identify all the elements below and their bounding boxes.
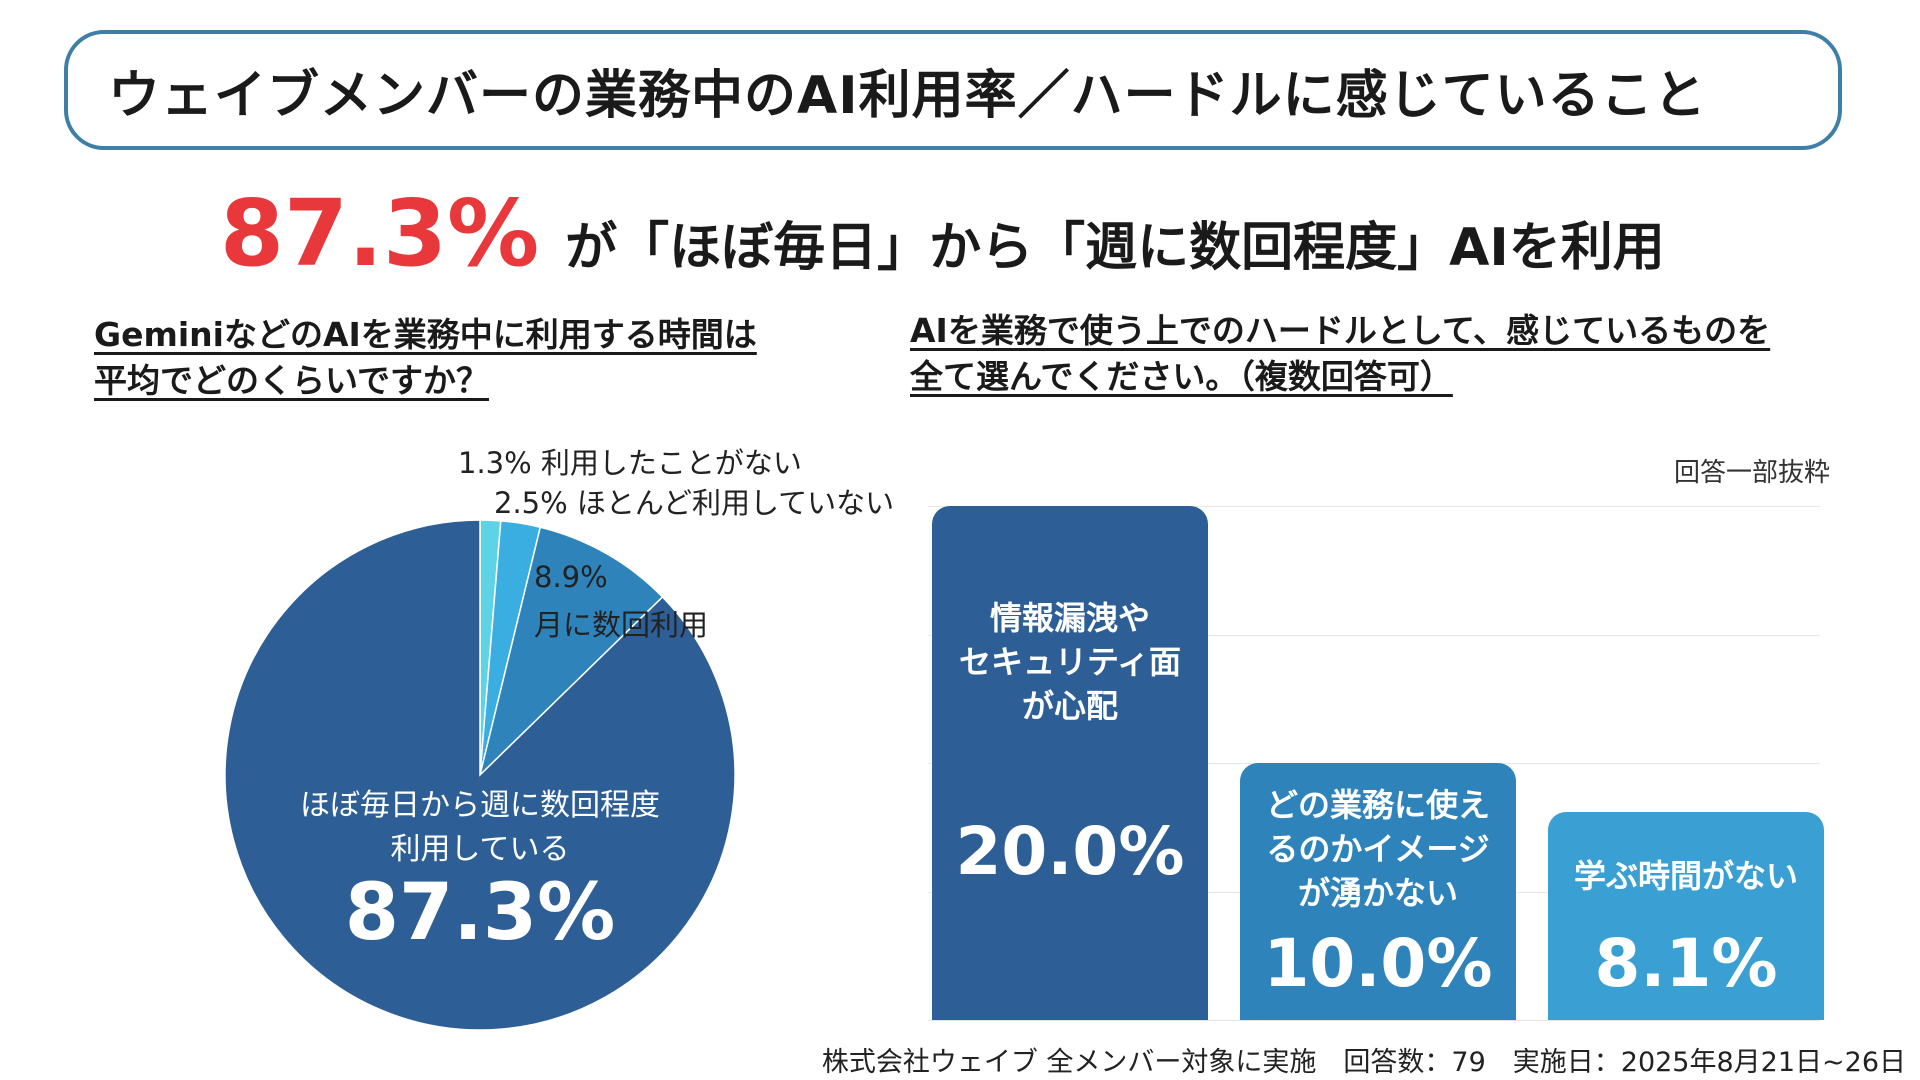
title-box: ウェイブメンバーの業務中のAI利用率／ハードルに感じていること xyxy=(64,30,1842,150)
pie-main-label-line-2: 利用している xyxy=(390,832,570,867)
bar-no-use-case-image: どの業務に使え るのかイメージ が湧かない 10.0% xyxy=(1240,763,1516,1020)
bar-category-label-line: どの業務に使え xyxy=(1265,786,1490,824)
grid-line xyxy=(928,506,1820,507)
pie-label-monthly-text: 月に数回利用 xyxy=(534,608,709,642)
pie-label-rarely: 2.5% ほとんど利用していない xyxy=(494,486,895,520)
bar-category-label-line: セキュリティ面 xyxy=(958,643,1182,681)
bar-category-label: どの業務に使え るのかイメージ が湧かない xyxy=(1240,783,1516,915)
bar-category-label-line: が湧かない xyxy=(1297,874,1458,912)
survey-footer: 株式会社ウェイブ 全メンバー対象に実施 回答数：79 実施日：2025年8月21… xyxy=(821,1047,1906,1078)
headline-percentage: 87.3% xyxy=(220,180,540,287)
grid-line xyxy=(928,1020,1820,1021)
pie-chart xyxy=(224,519,736,1031)
pie-main-label-line-1: ほぼ毎日から週に数回程度 xyxy=(300,788,660,823)
bar-security-concern: 情報漏洩やセキュリティ面 が心配 20.0% xyxy=(932,506,1208,1020)
bar-value-label: 20.0% xyxy=(955,813,1185,890)
page-title: ウェイブメンバーの業務中のAI利用率／ハードルに感じていること xyxy=(108,65,1707,126)
grid-line xyxy=(928,634,1820,636)
headline: 87.3% が「ほぼ毎日」から「週に数回程度」AIを利用 xyxy=(220,180,1665,290)
left-question-line-2: 平均でどのくらいですか？ xyxy=(94,361,490,400)
bar-value-label: 8.1% xyxy=(1594,924,1778,1002)
bar-category-label-line: るのかイメージ xyxy=(1266,830,1490,868)
headline-text: が「ほぼ毎日」から「週に数回程度」AIを利用 xyxy=(565,218,1665,278)
pie-label-never: 1.3% 利用したことがない xyxy=(458,446,802,480)
bar-category-label-line: 学ぶ時間がない xyxy=(1573,856,1798,895)
right-question-line-2: 全て選んでください。（複数回答可） xyxy=(910,357,1453,396)
left-question-line-1: GeminiなどのAIを業務中に利用する時間は xyxy=(94,315,757,354)
pie-slice-monthly xyxy=(478,526,664,778)
pie-slice-daily-weekly xyxy=(224,519,736,1031)
bar-category-label-line: 情報漏洩や xyxy=(989,599,1150,637)
bar-category-label-line: が心配 xyxy=(1021,687,1118,725)
bar-no-time-to-learn: 学ぶ時間がない 8.1% xyxy=(1548,811,1824,1020)
bar-value-label: 10.0% xyxy=(1263,925,1493,1002)
right-question: AIを業務で使う上でのハードルとして、感じているものを 全て選んでください。（複… xyxy=(910,308,1870,400)
bar-category-label: 情報漏洩やセキュリティ面 が心配 xyxy=(932,596,1208,728)
pie-main-percentage: 87.3% xyxy=(344,868,616,958)
bar-category-label: 学ぶ時間がない xyxy=(1548,854,1824,898)
pie-label-monthly-pct: 8.9% xyxy=(534,560,608,594)
right-question-line-1: AIを業務で使う上でのハードルとして、感じているものを xyxy=(910,311,1771,350)
bar-chart-note: 回答一部抜粋 xyxy=(1673,458,1830,488)
left-question: GeminiなどのAIを業務中に利用する時間は 平均でどのくらいですか？ xyxy=(94,312,854,404)
